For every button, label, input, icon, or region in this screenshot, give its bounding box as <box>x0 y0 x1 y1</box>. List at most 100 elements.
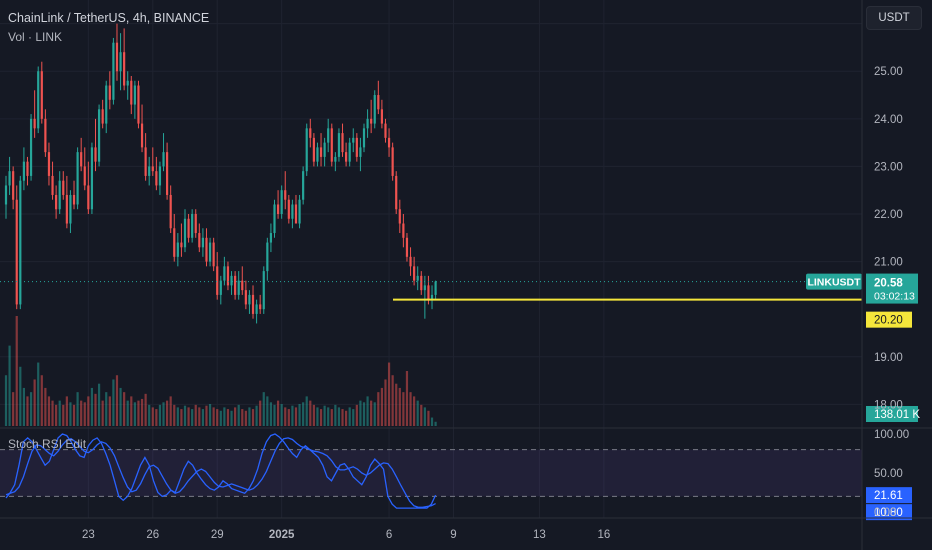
candle-body <box>155 171 158 186</box>
candle-body <box>255 304 258 314</box>
candle-body <box>162 152 165 167</box>
volume-bar <box>94 393 97 426</box>
stoch-rsi-label[interactable]: Stoch RSI Edit <box>8 437 87 451</box>
volume-bar <box>373 402 376 426</box>
volume-bar <box>280 404 283 426</box>
candle-body <box>327 128 330 143</box>
candle-body <box>65 194 68 224</box>
stoch-level-label: 0.00 <box>874 507 896 519</box>
currency-button[interactable]: USDT <box>866 6 922 30</box>
chart-title: ChainLink / TetherUS, 4h, BINANCE <box>8 11 210 25</box>
volume-bar <box>259 400 262 426</box>
volume-bar <box>97 383 101 426</box>
volume-bar <box>162 402 165 426</box>
candle-body <box>294 204 298 224</box>
candle-body <box>208 242 212 262</box>
candle-body <box>377 95 380 110</box>
volume-bar <box>319 409 323 426</box>
candle-body <box>137 85 140 124</box>
candle-body <box>262 271 265 310</box>
candle-body <box>119 52 122 72</box>
volume-bar <box>387 362 391 426</box>
candle-body <box>323 142 326 157</box>
volume-bar <box>352 409 355 426</box>
candle-body <box>391 147 394 176</box>
volume-bar <box>395 383 398 426</box>
candle-body <box>291 204 294 219</box>
volume-bar <box>26 396 29 426</box>
candle-body <box>284 190 287 200</box>
candle-body <box>287 199 290 219</box>
volume-bar <box>251 409 255 426</box>
volume-bar <box>323 405 326 426</box>
candle-body <box>29 118 33 176</box>
volume-bar <box>226 409 230 426</box>
candle-body <box>187 218 190 238</box>
price-tick-label: 25.00 <box>874 66 903 78</box>
volume-bar <box>337 407 341 426</box>
volume-bar <box>366 396 369 426</box>
volume-bar <box>237 404 240 426</box>
volume-bar <box>348 407 351 426</box>
volume-bar <box>173 404 176 426</box>
candle-body <box>58 180 61 210</box>
candle-body <box>87 185 90 210</box>
stoch-level-label: 100.00 <box>874 429 909 441</box>
volume-bar <box>148 404 151 426</box>
candle-body <box>373 95 376 124</box>
candle-body <box>370 118 373 124</box>
candle-body <box>352 137 355 143</box>
candle-body <box>420 275 423 291</box>
candle-body <box>76 152 79 205</box>
candle-body <box>305 128 308 172</box>
candle-body <box>398 209 401 224</box>
candle-body <box>40 71 43 119</box>
candle-body <box>355 137 358 157</box>
candle-body <box>115 42 119 72</box>
volume-bar <box>244 410 247 426</box>
candle-body <box>97 109 101 162</box>
volume-bar <box>133 402 136 426</box>
volume-bar <box>47 396 51 426</box>
candle-body <box>298 199 301 224</box>
volume-bar <box>230 410 233 426</box>
countdown-label: 03:02:13 <box>874 291 915 303</box>
stoch-level-label: 50.00 <box>874 468 903 480</box>
time-tick-label: 13 <box>533 529 546 541</box>
candle-body <box>226 266 230 286</box>
volume-bar <box>302 402 305 426</box>
candle-body <box>405 237 409 257</box>
volume-bar <box>65 396 68 426</box>
candle-body <box>434 281 437 295</box>
volume-bar <box>380 387 383 426</box>
candle-body <box>108 85 111 100</box>
volume-bar <box>158 404 162 426</box>
volume-last-label: 138.01 K <box>874 409 920 421</box>
volume-bar <box>208 404 212 426</box>
volume-bar <box>55 404 58 426</box>
volume-bar <box>402 392 405 426</box>
candle-body <box>148 166 151 176</box>
time-tick-label: 26 <box>146 529 159 541</box>
price-tick-label: 18.00 <box>874 399 903 411</box>
volume-bar <box>119 387 122 426</box>
volume-bar <box>327 407 330 426</box>
candle-body <box>423 285 426 291</box>
time-tick-label: 9 <box>450 529 456 541</box>
candle-body <box>409 256 412 267</box>
candle-body <box>180 242 183 248</box>
volume-bar <box>298 404 301 426</box>
volume-bar <box>137 400 140 426</box>
price-tick-label: 19.00 <box>874 352 903 364</box>
candle-body <box>345 152 348 162</box>
candle-body <box>176 242 179 257</box>
volume-bar <box>294 407 298 426</box>
volume-bar <box>223 407 226 426</box>
candle-body <box>201 237 204 248</box>
volume-bar <box>180 409 183 426</box>
candle-body <box>430 294 434 300</box>
volume-bar <box>80 400 83 426</box>
volume-bar <box>413 396 416 426</box>
stoch-rsi-lines <box>5 433 437 509</box>
